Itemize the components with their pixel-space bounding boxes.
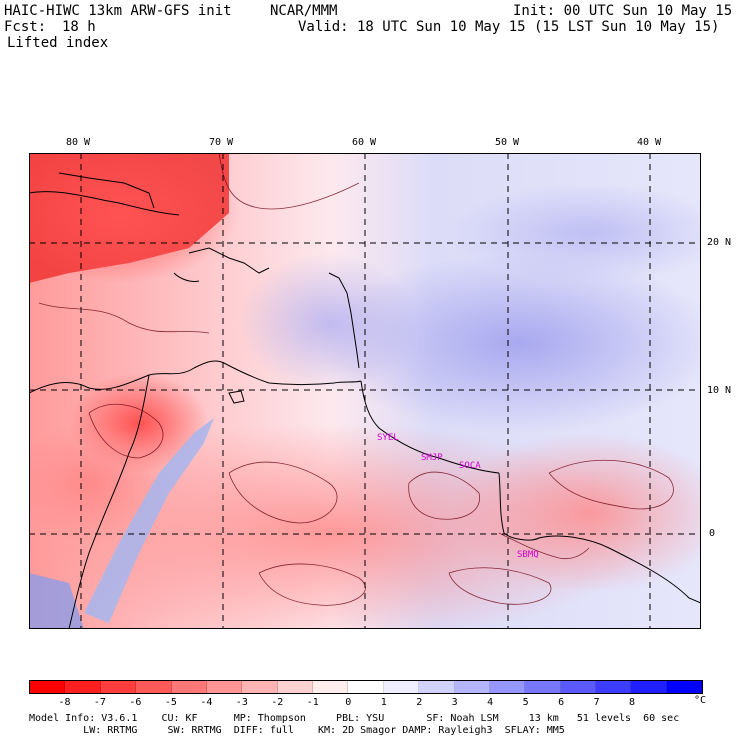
colorbar-swatch: [65, 681, 101, 693]
model-info-line1: Model Info: V3.6.1 CU: KF MP: Thompson P…: [29, 713, 680, 724]
colorbar-tick-label: 3: [451, 697, 458, 708]
forecast-hour: 18 h: [62, 19, 96, 35]
colorbar-swatch: [242, 681, 278, 693]
valid-time: Valid: 18 UTC Sun 10 May 15 (15 LST Sun …: [298, 19, 720, 35]
li-contours: [38, 153, 674, 606]
station-soca: SOCA: [459, 461, 481, 471]
colorbar-tick-label: 1: [380, 697, 387, 708]
colorbar-swatch: [631, 681, 667, 693]
caribbean-red-core: [29, 153, 239, 283]
colorbar-swatch: [206, 681, 243, 693]
andes-stable-strip: [84, 418, 214, 623]
brazil-pink-region: [449, 433, 701, 593]
forecast-label: Fcst:: [4, 19, 47, 35]
pacific-blue-corner: [29, 573, 84, 629]
north-atlantic-blue-region: [449, 183, 701, 283]
lifted-index-map: SYEL SMJP SOCA SBMQ: [29, 153, 701, 629]
colorbar-tick-label: 2: [416, 697, 423, 708]
station-sbmq: SBMQ: [517, 550, 539, 560]
colorbar-swatch: [277, 681, 313, 693]
model-info-line2: LW: RRTMG SW: RRTMG DIFF: full KM: 2D Sm…: [29, 725, 565, 736]
lat-label-20n: 20 N: [707, 237, 732, 248]
colorbar-tick-label: 7: [593, 697, 600, 708]
station-labels: SYEL SMJP SOCA SBMQ: [377, 433, 539, 560]
colorbar-swatch: [348, 681, 384, 693]
colorbar-tick-label: -4: [200, 697, 213, 708]
coastlines: [29, 172, 701, 629]
colorbar-swatch: [419, 681, 455, 693]
map-border: [29, 153, 701, 629]
colorbar-tick-label: -7: [93, 697, 106, 708]
colorbar-tick-label: 4: [487, 697, 494, 708]
station-smjp: SMJP: [421, 453, 443, 463]
colorbar-swatch: [383, 681, 420, 693]
lon-label-50w: 50 W: [495, 137, 520, 148]
center-label: NCAR/MMM: [270, 3, 338, 19]
colorbar-swatch: [596, 681, 632, 693]
lat-label-equator: 0: [709, 528, 716, 539]
colorbar-tick-label: -1: [306, 697, 319, 708]
colorbar: [29, 680, 703, 694]
colorbar-swatch: [30, 681, 66, 693]
colorbar-tick-label: -5: [164, 697, 177, 708]
colorbar-tick-label: -8: [58, 697, 71, 708]
lon-label-70w: 70 W: [209, 137, 234, 148]
colorbar-swatch: [313, 681, 349, 693]
colorbar-tick-label: 8: [629, 697, 636, 708]
caribbean-blue-region: [239, 253, 419, 393]
field-name: Lifted index: [7, 35, 109, 51]
lon-label-80w: 80 W: [66, 137, 91, 148]
colorbar-swatch: [525, 681, 561, 693]
station-syel: SYEL: [377, 433, 399, 443]
colorbar-tick-label: -2: [271, 697, 284, 708]
colorbar-swatch: [489, 681, 526, 693]
colorbar-swatch: [171, 681, 207, 693]
colorbar-swatch: [136, 681, 172, 693]
colorbar-tick-label: 6: [558, 697, 565, 708]
map-canvas: SYEL SMJP SOCA SBMQ: [29, 153, 701, 629]
lon-label-40w: 40 W: [637, 137, 662, 148]
colorbar-tick-label: -6: [129, 697, 142, 708]
init-time: Init: 00 UTC Sun 10 May 15: [513, 3, 733, 19]
colorbar-tick-label: -3: [235, 697, 248, 708]
lat-lon-grid: [29, 153, 701, 629]
atlantic-stable-region: [319, 253, 701, 433]
colorbar-tick-label: 0: [345, 697, 352, 708]
colorbar-unit: °C: [694, 695, 707, 706]
colorbar-swatch: [100, 681, 137, 693]
colorbar-swatch: [454, 681, 490, 693]
model-title: HAIC-HIWC 13km ARW-GFS init: [4, 3, 232, 19]
lat-label-10n: 10 N: [707, 385, 732, 396]
colorbar-swatch: [560, 681, 596, 693]
lon-label-60w: 60 W: [352, 137, 377, 148]
colorbar-tick-label: 5: [522, 697, 529, 708]
colorbar-swatch: [666, 681, 703, 693]
